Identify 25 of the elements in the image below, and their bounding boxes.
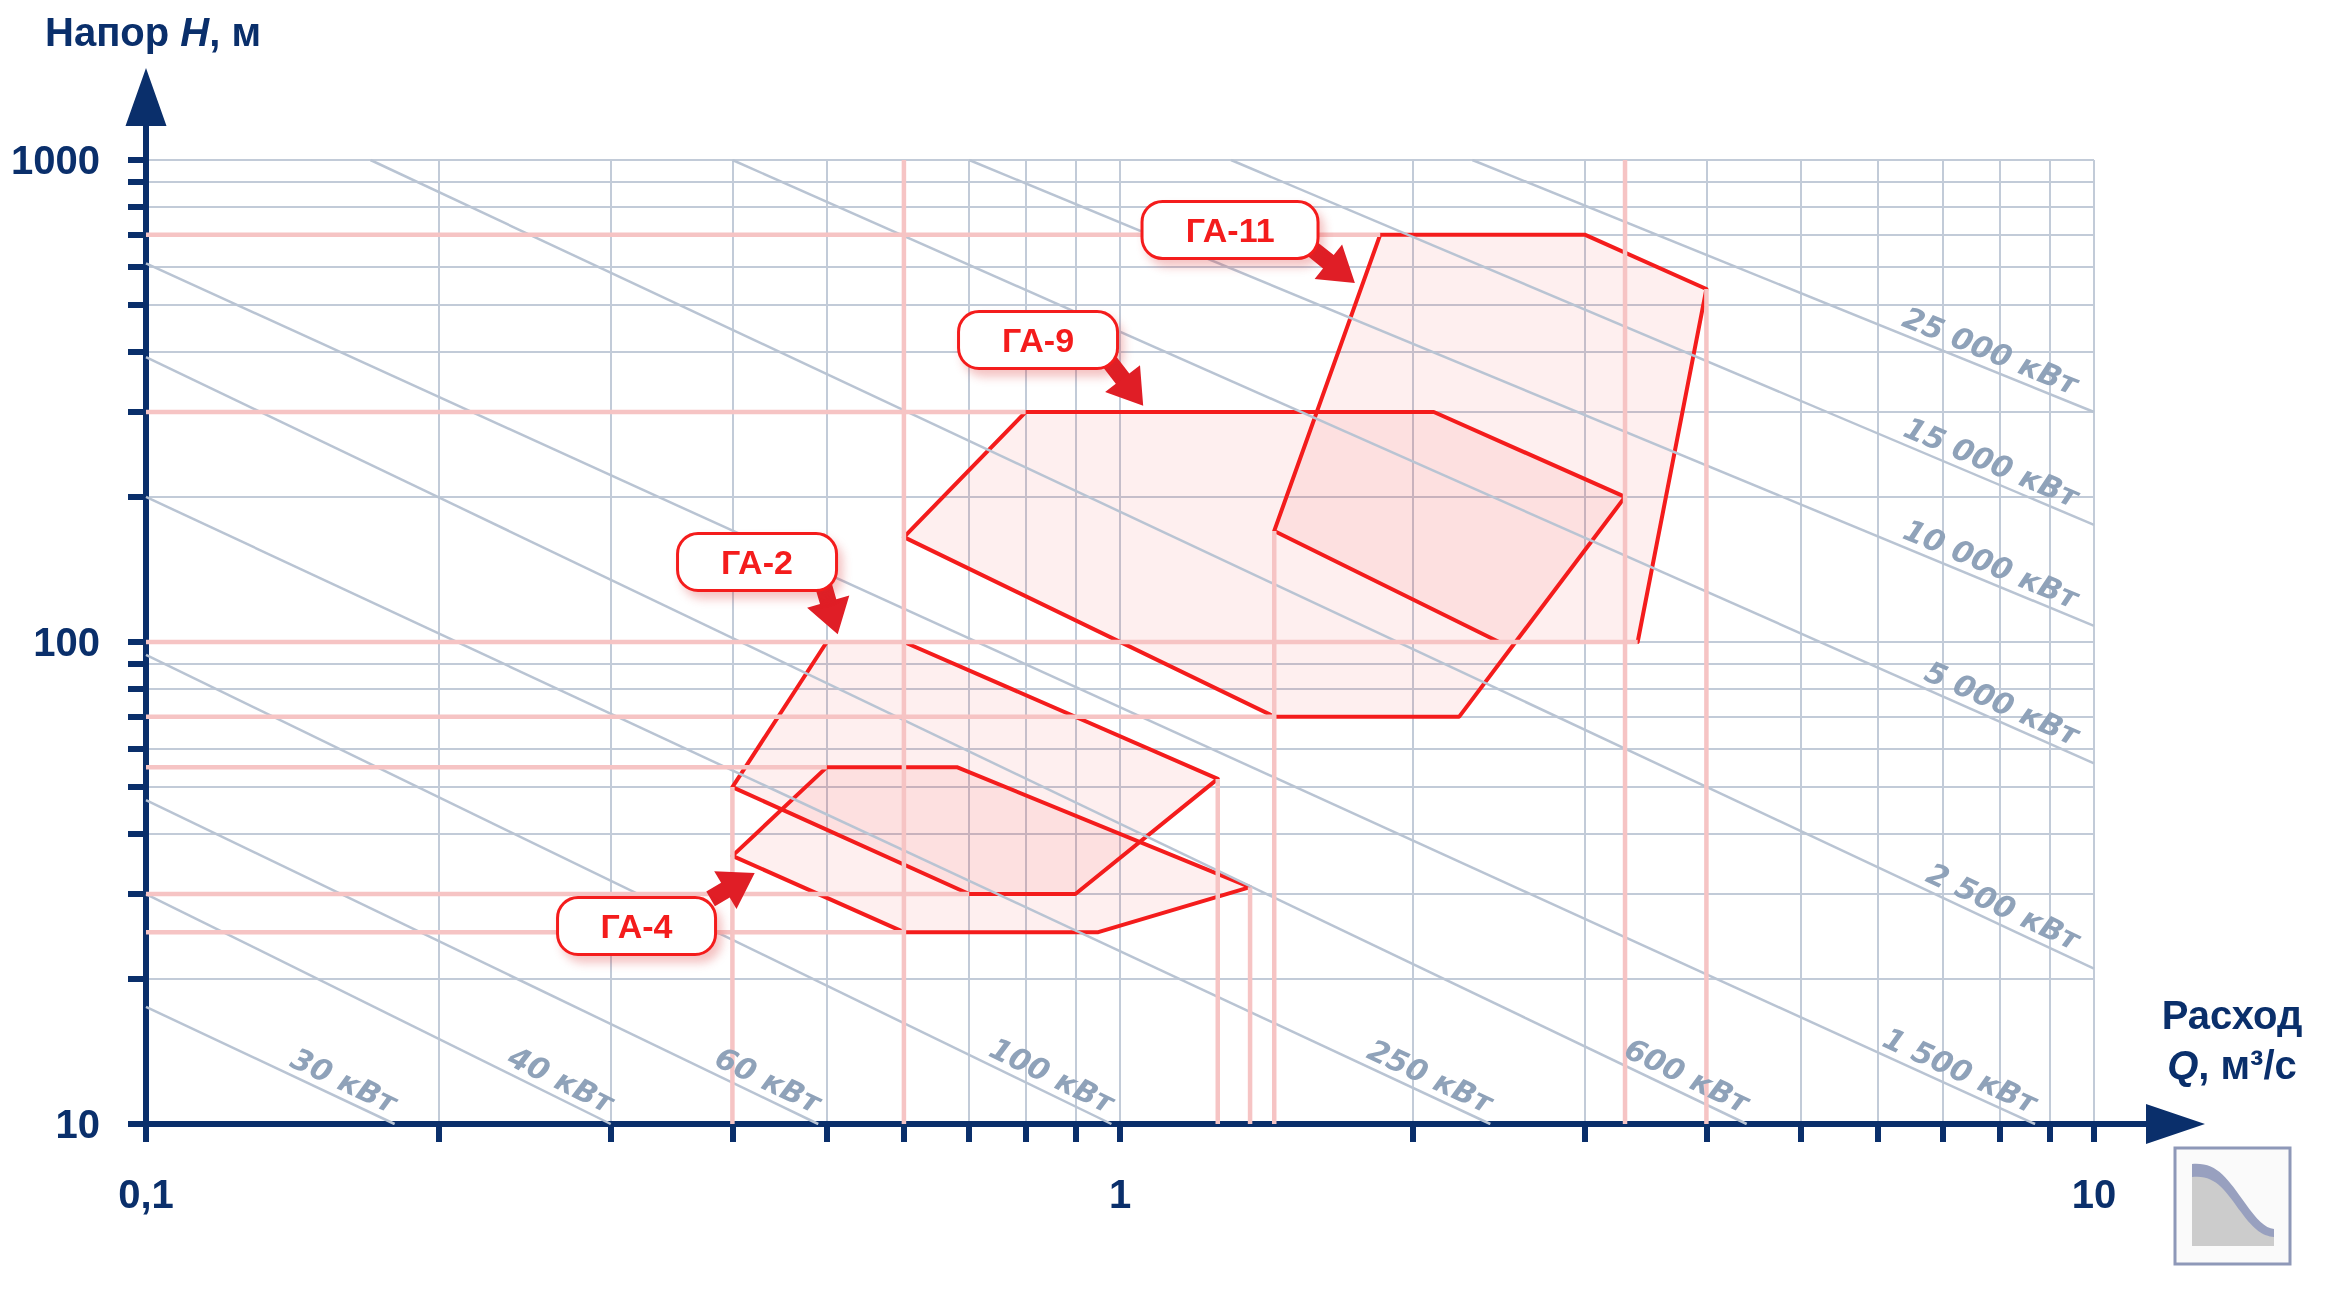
y-axis-title: Напор H, м — [45, 9, 261, 56]
text: 600 кВт — [1619, 1030, 1757, 1121]
x-tick-label: 0,1 — [118, 1172, 174, 1216]
callout-frame: ГА-9 — [957, 310, 1120, 370]
callout-frame: ГА-11 — [1140, 200, 1320, 260]
series-label: ГА-9 — [1002, 321, 1075, 360]
text: 100 кВт — [984, 1030, 1122, 1121]
text: 5 000 кВт — [1919, 653, 2087, 754]
text: 40 кВт — [501, 1038, 621, 1121]
y-tick-label: 100 — [33, 620, 100, 664]
callout-frame: ГА-4 — [555, 895, 718, 956]
y-tick-label: 10 — [55, 1102, 100, 1146]
x-tick-label: 10 — [2071, 1172, 2117, 1216]
text: 15 000 кВт — [1899, 409, 2086, 515]
callout-frame: ГА-2 — [675, 532, 838, 592]
text: 25 000 кВт — [1897, 299, 2085, 403]
text: 10 000 кВт — [1898, 512, 2086, 617]
x-axis-title: Расход Q, м³/с — [2161, 992, 2303, 1089]
text: 60 кВт — [709, 1039, 828, 1121]
text: 1 500 кВт — [1877, 1019, 2044, 1121]
text: 30 кВт — [285, 1040, 404, 1121]
text: 250 кВт — [1362, 1031, 1500, 1121]
x-tick-label: 1 — [1108, 1172, 1132, 1216]
y-tick-label: 1000 — [11, 138, 100, 182]
text: 2 500 кВт — [1921, 855, 2087, 958]
